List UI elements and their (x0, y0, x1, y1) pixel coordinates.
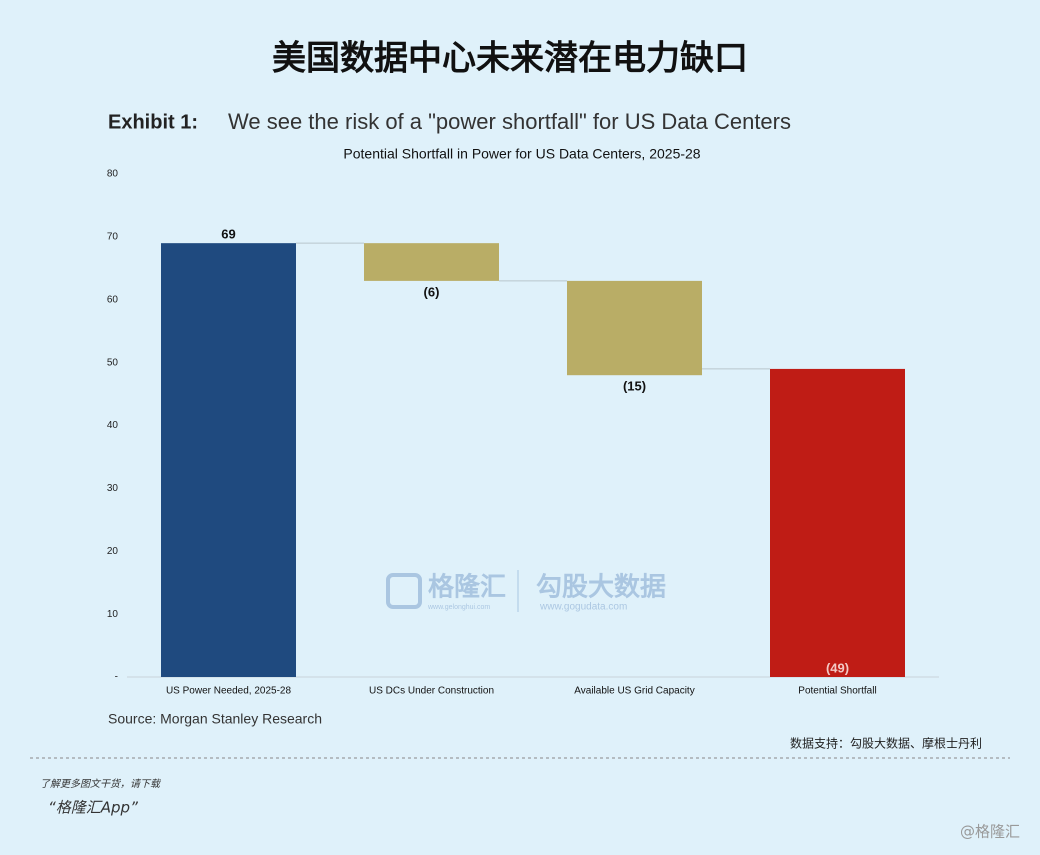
y-tick-label: 60 (107, 294, 119, 305)
subtitle: We see the risk of a "power shortfall" f… (228, 109, 791, 134)
bar (770, 368, 905, 677)
plot: - 10 20 30 40 50 60 70 80 69 US Power Needed, 2025… (107, 169, 939, 697)
watermark-brand: 勾股大数据 (536, 573, 666, 603)
value-label: 69 (221, 227, 235, 242)
value-label: (6) (424, 284, 440, 299)
y-tick-label: 30 (107, 483, 119, 494)
bar (567, 280, 702, 376)
value-label: (49) (826, 660, 849, 675)
watermark-logo (386, 573, 422, 609)
y-tick-label: 40 (107, 420, 119, 431)
watermark-brand: 格隆汇 (428, 572, 506, 603)
watermark-url: www.gelonghui.com (427, 604, 490, 611)
x-tick-label: Potential Shortfall (798, 686, 876, 697)
credits: 数据支持：勾股大数据、摩根士丹利 (790, 736, 982, 751)
source: Source: Morgan Stanley Research (108, 711, 322, 727)
bar (364, 243, 499, 281)
x-tick-label: Available US Grid Capacity (574, 686, 694, 697)
footer-handle: @格隆汇 (960, 823, 1020, 841)
page-title: 美国数据中心未来潜在电力缺口 (272, 39, 748, 79)
y-tick-label: 70 (107, 232, 119, 243)
bar (161, 243, 296, 677)
y-tick-label: - (115, 672, 118, 683)
value-label: (15) (623, 379, 646, 394)
footer-app: “格隆汇App” (48, 799, 138, 817)
x-tick-label: US DCs Under Construction (369, 686, 494, 697)
y-tick-label: 50 (107, 357, 119, 368)
watermark: 格隆汇 www.gelonghui.com 勾股大数据 www.gogudata… (386, 570, 666, 613)
y-tick-label: 20 (107, 546, 119, 557)
watermark-url: www.gogudata.com (539, 602, 627, 613)
exhibit-label: Exhibit 1: (108, 111, 198, 133)
y-tick-label: 10 (107, 609, 119, 620)
y-tick-label: 80 (107, 169, 119, 180)
x-tick-label: US Power Needed, 2025-28 (166, 686, 292, 697)
footer-text: 了解更多图文干货，请下载 (40, 778, 162, 790)
chart-title: Potential Shortfall in Power for US Data… (343, 146, 700, 162)
